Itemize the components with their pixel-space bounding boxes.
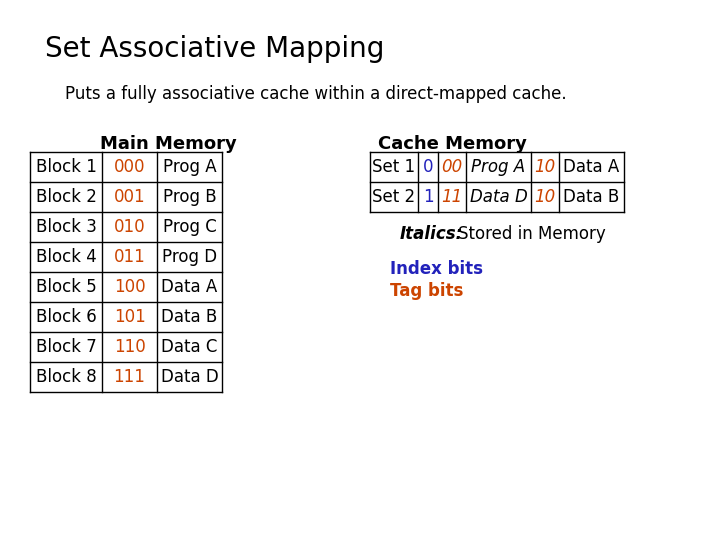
Text: Prog D: Prog D — [162, 248, 217, 266]
Text: 101: 101 — [114, 308, 145, 326]
Text: 001: 001 — [114, 188, 145, 206]
Text: Block 3: Block 3 — [35, 218, 96, 236]
Text: 1: 1 — [423, 188, 433, 206]
Text: Set Associative Mapping: Set Associative Mapping — [45, 35, 384, 63]
Text: 010: 010 — [114, 218, 145, 236]
Text: Data C: Data C — [161, 338, 217, 356]
Text: Stored in Memory: Stored in Memory — [458, 225, 606, 243]
Text: Block 8: Block 8 — [35, 368, 96, 386]
Text: Data A: Data A — [563, 158, 620, 176]
Text: Index bits: Index bits — [390, 260, 483, 278]
Text: Block 4: Block 4 — [35, 248, 96, 266]
Text: Prog A: Prog A — [163, 158, 216, 176]
Text: Data D: Data D — [161, 368, 218, 386]
Text: Block 2: Block 2 — [35, 188, 96, 206]
Text: 110: 110 — [114, 338, 145, 356]
Text: 011: 011 — [114, 248, 145, 266]
Text: Tag bits: Tag bits — [390, 282, 464, 300]
Text: 11: 11 — [441, 188, 463, 206]
Text: 00: 00 — [441, 158, 463, 176]
Text: 100: 100 — [114, 278, 145, 296]
Text: 0: 0 — [423, 158, 433, 176]
Text: Block 5: Block 5 — [35, 278, 96, 296]
Text: Data D: Data D — [469, 188, 527, 206]
Text: 10: 10 — [534, 188, 556, 206]
Text: Puts a fully associative cache within a direct-mapped cache.: Puts a fully associative cache within a … — [65, 85, 567, 103]
Text: Cache Memory: Cache Memory — [378, 135, 527, 153]
Text: Italics:: Italics: — [400, 225, 463, 243]
Text: Set 1: Set 1 — [372, 158, 415, 176]
Text: 10: 10 — [534, 158, 556, 176]
Text: Block 6: Block 6 — [35, 308, 96, 326]
Text: Prog C: Prog C — [163, 218, 217, 236]
Text: Data B: Data B — [161, 308, 217, 326]
Text: 111: 111 — [114, 368, 145, 386]
Text: 000: 000 — [114, 158, 145, 176]
Text: Prog A: Prog A — [472, 158, 526, 176]
Text: Prog B: Prog B — [163, 188, 216, 206]
Text: Block 7: Block 7 — [35, 338, 96, 356]
Text: Block 1: Block 1 — [35, 158, 96, 176]
Text: Main Memory: Main Memory — [100, 135, 237, 153]
Text: Data B: Data B — [563, 188, 620, 206]
Text: Data A: Data A — [161, 278, 217, 296]
Text: Set 2: Set 2 — [372, 188, 415, 206]
